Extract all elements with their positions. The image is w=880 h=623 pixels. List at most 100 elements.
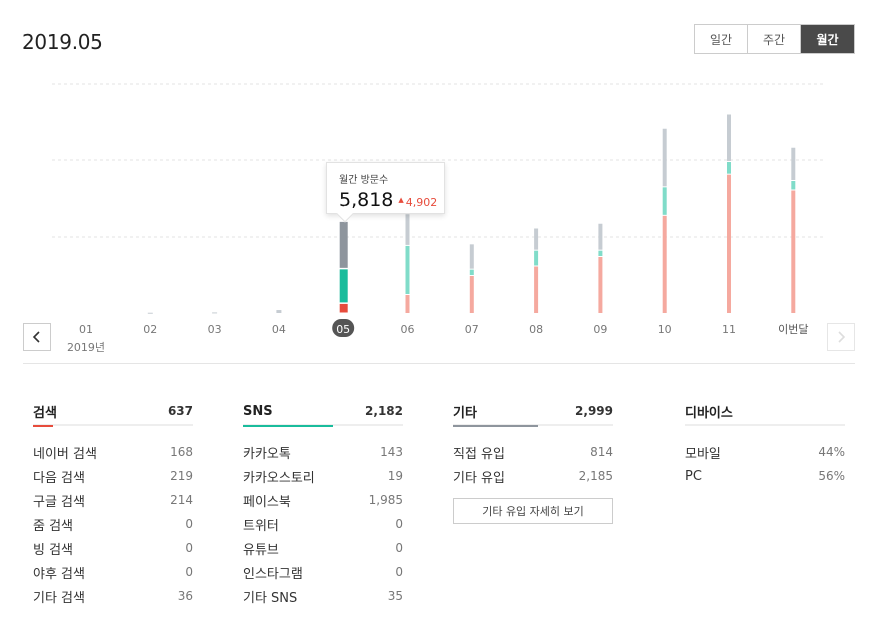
prev-period-button[interactable]	[23, 323, 51, 351]
x-tick-label[interactable]: 04	[272, 323, 286, 336]
stat-label: 다음 검색	[33, 470, 85, 486]
bar-etc-2[interactable]	[212, 312, 218, 314]
x-tick-label[interactable]: 05	[336, 323, 350, 336]
stat-row: 모바일 44%	[685, 440, 845, 464]
sns-panel: SNS 2,182 카카오톡 143 카카오스토리 19 페이스북 1,985 트위터 0 유튜브 0…	[243, 398, 403, 608]
stat-row: 다음 검색 219	[33, 464, 193, 488]
stat-value: 0	[185, 517, 193, 531]
bar-etc-6[interactable]	[469, 244, 474, 269]
bar-search-10[interactable]	[727, 174, 731, 313]
bar-sns-7[interactable]	[534, 250, 539, 266]
bar-search-8[interactable]	[598, 257, 603, 313]
bar-sns-8[interactable]	[598, 250, 603, 256]
x-tick-label[interactable]: 이번달	[778, 323, 808, 336]
etc-panel: 기타 2,999 직접 유입 814 기타 유입 2,185 기타 유입 자세히 보기	[453, 398, 613, 524]
bar-etc-5[interactable]	[405, 214, 410, 245]
x-tick-label[interactable]: 07	[465, 323, 479, 336]
bar-search-7[interactable]	[534, 266, 539, 314]
bar-sns-10[interactable]	[727, 162, 731, 174]
bar-etc-7[interactable]	[534, 228, 539, 250]
bar-etc-3[interactable]	[276, 310, 282, 313]
section-divider	[23, 363, 855, 364]
device-panel-title: 디바이스	[685, 405, 733, 421]
sns-panel-total: 2,182	[365, 404, 403, 418]
etc-panel-underline	[453, 425, 538, 427]
stat-value: 56%	[818, 469, 845, 483]
stat-value: 35	[387, 589, 403, 603]
bar-etc-8[interactable]	[598, 223, 603, 250]
stat-value: 19	[387, 469, 403, 483]
stat-label: 트위터	[243, 518, 279, 534]
next-period-button[interactable]	[827, 323, 855, 351]
bar-sns-11[interactable]	[791, 181, 796, 190]
period-tabs: 일간 주간 월간	[694, 24, 855, 54]
stat-label: 페이스북	[243, 494, 291, 510]
bar-etc-9[interactable]	[662, 128, 667, 187]
stat-label: 줌 검색	[33, 518, 74, 534]
bar-search-5[interactable]	[405, 295, 410, 313]
sns-panel-title: SNS	[243, 403, 273, 419]
tooltip-label: 월간 방문수	[339, 175, 389, 186]
stat-label: 모바일	[685, 446, 721, 462]
stat-row: 빙 검색 0	[33, 536, 193, 560]
x-tick-label[interactable]: 09	[593, 323, 607, 336]
x-tick-label[interactable]: 11	[722, 323, 736, 336]
bar-etc-1[interactable]	[147, 312, 153, 314]
x-tick-label[interactable]: 06	[401, 323, 415, 336]
bar-search-11[interactable]	[791, 190, 796, 314]
stat-value: 0	[185, 565, 193, 579]
stat-label: 유튜브	[243, 542, 279, 558]
tab-weekly[interactable]: 주간	[748, 25, 801, 53]
stat-row: 구글 검색 214	[33, 488, 193, 512]
stat-value: 0	[185, 541, 193, 555]
stat-row: 인스타그램 0	[243, 560, 403, 584]
search-panel-underline	[33, 425, 53, 427]
stat-label: 기타 유입	[453, 470, 505, 486]
bar-sns-9[interactable]	[662, 187, 667, 215]
bar-sns-4[interactable]	[339, 269, 348, 303]
stat-row: 카카오스토리 19	[243, 464, 403, 488]
stat-label: 기타 SNS	[243, 590, 298, 606]
tooltip-value: 5,818	[339, 189, 394, 211]
x-tick-label[interactable]: 08	[529, 323, 543, 336]
sns-panel-underline	[243, 425, 333, 427]
visits-chart: 01 02 03 04 05 06 07 08 09 10 11 이번달 2019년	[52, 83, 824, 354]
bar-search-6[interactable]	[469, 276, 474, 313]
stat-label: 기타 검색	[33, 590, 85, 606]
bar-search-9[interactable]	[662, 215, 667, 313]
bar-sns-6[interactable]	[469, 269, 474, 275]
search-panel-header: 검색 637	[33, 398, 193, 426]
bar-etc-11[interactable]	[791, 147, 796, 180]
triangle-up-icon: ▲	[398, 196, 404, 204]
etc-detail-button[interactable]: 기타 유입 자세히 보기	[453, 498, 613, 524]
tab-monthly[interactable]: 월간	[801, 25, 854, 53]
stat-value: 2,185	[578, 469, 613, 483]
x-tick-label[interactable]: 01	[79, 323, 93, 336]
tab-daily[interactable]: 일간	[695, 25, 748, 53]
bar-sns-5[interactable]	[405, 245, 410, 294]
stat-value: 44%	[818, 445, 845, 459]
stat-label: 야후 검색	[33, 566, 85, 582]
stat-value: 36	[177, 589, 193, 603]
bar-search-4[interactable]	[339, 303, 348, 313]
x-tick-label[interactable]: 02	[143, 323, 157, 336]
stat-value: 0	[395, 517, 403, 531]
stat-row: 기타 유입 2,185	[453, 464, 613, 488]
bar-etc-4[interactable]	[339, 221, 348, 268]
stat-value: 219	[170, 469, 193, 483]
chevron-left-icon	[32, 331, 40, 343]
etc-panel-header: 기타 2,999	[453, 398, 613, 426]
search-panel-total: 637	[167, 404, 193, 418]
visits-tooltip: 월간 방문수 5,818 ▲ 4,902	[326, 162, 445, 223]
stat-label: 직접 유입	[453, 446, 505, 462]
device-panel-header: 디바이스	[685, 398, 845, 426]
stat-row: 트위터 0	[243, 512, 403, 536]
bar-etc-10[interactable]	[727, 114, 731, 162]
search-panel-title: 검색	[33, 405, 57, 421]
x-tick-label[interactable]: 03	[208, 323, 222, 336]
stat-row: PC 56%	[685, 464, 845, 488]
x-tick-label[interactable]: 10	[658, 323, 672, 336]
etc-panel-total: 2,999	[575, 404, 613, 418]
stat-row: 줌 검색 0	[33, 512, 193, 536]
